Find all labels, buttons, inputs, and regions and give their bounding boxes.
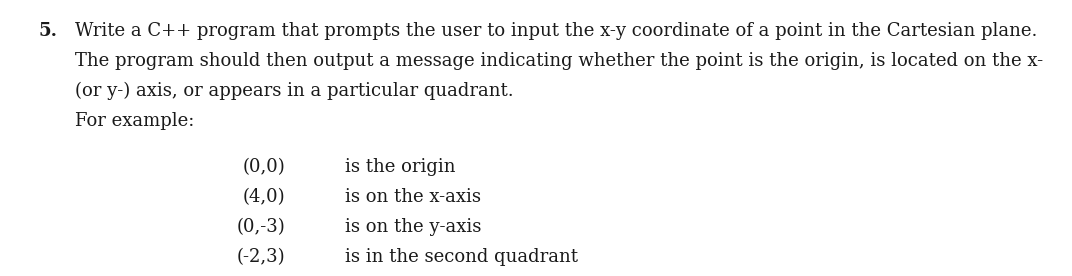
Text: (4,0): (4,0) <box>242 188 285 206</box>
Text: is on the x-axis: is on the x-axis <box>345 188 481 206</box>
Text: is in the second quadrant: is in the second quadrant <box>345 248 578 266</box>
Text: (or y-) axis, or appears in a particular quadrant.: (or y-) axis, or appears in a particular… <box>75 82 513 100</box>
Text: 5.: 5. <box>38 22 57 40</box>
Text: (0,-3): (0,-3) <box>236 218 285 236</box>
Text: is the origin: is the origin <box>345 158 456 176</box>
Text: The program should then output a message indicating whether the point is the ori: The program should then output a message… <box>75 52 1043 70</box>
Text: is on the y-axis: is on the y-axis <box>345 218 481 236</box>
Text: For example:: For example: <box>75 112 194 130</box>
Text: (0,0): (0,0) <box>242 158 285 176</box>
Text: (-2,3): (-2,3) <box>236 248 285 266</box>
Text: Write a C++ program that prompts the user to input the x-y coordinate of a point: Write a C++ program that prompts the use… <box>75 22 1038 40</box>
